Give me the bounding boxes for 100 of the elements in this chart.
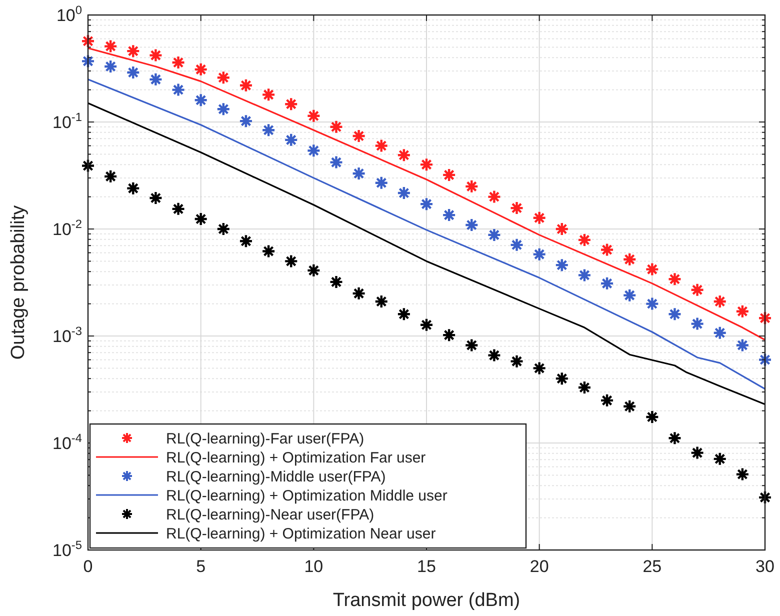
legend-label: RL(Q-learning)-Middle user(FPA) <box>166 468 386 486</box>
point <box>487 348 502 362</box>
x-axis-title: Transmit power (dBm) <box>332 590 520 611</box>
point <box>284 132 298 148</box>
point <box>735 338 750 352</box>
point <box>668 431 682 446</box>
point <box>329 155 344 170</box>
point <box>532 210 546 225</box>
point <box>329 274 344 290</box>
legend-label: RL(Q-learning) + Optimization Near user <box>166 526 436 542</box>
legend-label: RL(Q-learning)-Near user(FPA) <box>166 506 374 524</box>
point <box>148 72 163 87</box>
x-tick-label: 5 <box>196 557 206 576</box>
x-tick-label: 0 <box>83 557 93 576</box>
point <box>577 268 592 282</box>
point <box>577 232 592 248</box>
point <box>261 88 276 102</box>
point <box>284 254 298 268</box>
point <box>532 361 546 376</box>
point <box>329 120 344 134</box>
point <box>261 123 276 138</box>
point <box>712 326 727 340</box>
y-tick-label: 10$^{-5}$ <box>52 538 82 560</box>
point <box>668 272 682 286</box>
point <box>171 202 186 216</box>
point <box>194 93 208 108</box>
point <box>396 307 412 322</box>
point <box>419 196 434 212</box>
point <box>622 288 637 302</box>
point <box>487 228 502 242</box>
x-tick-label: 25 <box>642 557 662 576</box>
x-tick-label: 20 <box>530 557 549 576</box>
point <box>216 102 230 116</box>
y-axis-title: Outage probability <box>8 204 29 360</box>
point <box>735 304 750 318</box>
point <box>758 352 772 367</box>
point <box>216 222 230 236</box>
x-tick-label: 30 <box>756 557 774 576</box>
point <box>464 338 479 352</box>
point <box>171 82 186 97</box>
point <box>690 316 704 331</box>
point <box>103 169 118 184</box>
point <box>442 168 456 182</box>
point <box>148 48 163 62</box>
point <box>554 222 569 236</box>
x-tick-label: 10 <box>304 557 324 576</box>
point <box>352 166 366 181</box>
y-tick-label: 10$^{-3}$ <box>52 324 82 346</box>
point <box>690 282 704 297</box>
point <box>80 34 96 48</box>
point <box>464 218 479 232</box>
point <box>442 208 456 222</box>
point <box>103 59 118 74</box>
point <box>396 186 412 200</box>
point <box>645 410 660 424</box>
point <box>216 70 230 85</box>
y-tick-label: 10$^{-4}$ <box>52 431 82 453</box>
y-tick-label: 10$^{0}$ <box>56 3 82 25</box>
point <box>600 242 614 257</box>
point <box>419 318 434 332</box>
point <box>554 258 569 272</box>
point <box>577 380 592 395</box>
point <box>80 54 96 68</box>
point <box>80 158 96 173</box>
legend-label: RL(Q-learning)-Far user(FPA) <box>166 430 364 448</box>
point <box>532 247 546 262</box>
point <box>194 212 208 226</box>
point <box>758 310 772 326</box>
point <box>600 393 614 408</box>
point <box>622 252 637 266</box>
point <box>306 144 321 158</box>
point <box>148 190 163 206</box>
point <box>622 399 637 414</box>
point <box>171 55 186 70</box>
point <box>238 114 254 128</box>
point <box>284 96 298 112</box>
point <box>103 39 118 54</box>
point <box>126 65 140 80</box>
point <box>306 108 321 124</box>
point <box>712 452 727 466</box>
point <box>374 138 388 153</box>
point <box>442 328 456 342</box>
point <box>712 294 727 309</box>
point <box>194 62 208 77</box>
y-tick-label: 10$^{-1}$ <box>52 110 82 132</box>
point <box>126 44 140 58</box>
y-tick-label: 10$^{-2}$ <box>52 217 82 239</box>
point <box>510 238 524 252</box>
point <box>735 467 750 482</box>
point <box>126 181 140 196</box>
point <box>464 179 479 194</box>
point <box>352 128 366 144</box>
point <box>238 78 254 92</box>
point <box>261 244 276 258</box>
point <box>419 157 434 172</box>
point <box>690 446 704 460</box>
point <box>374 176 388 190</box>
point <box>352 286 366 301</box>
point <box>668 307 682 322</box>
legend-label: RL(Q-learning) + Optimization Far user <box>166 450 426 466</box>
